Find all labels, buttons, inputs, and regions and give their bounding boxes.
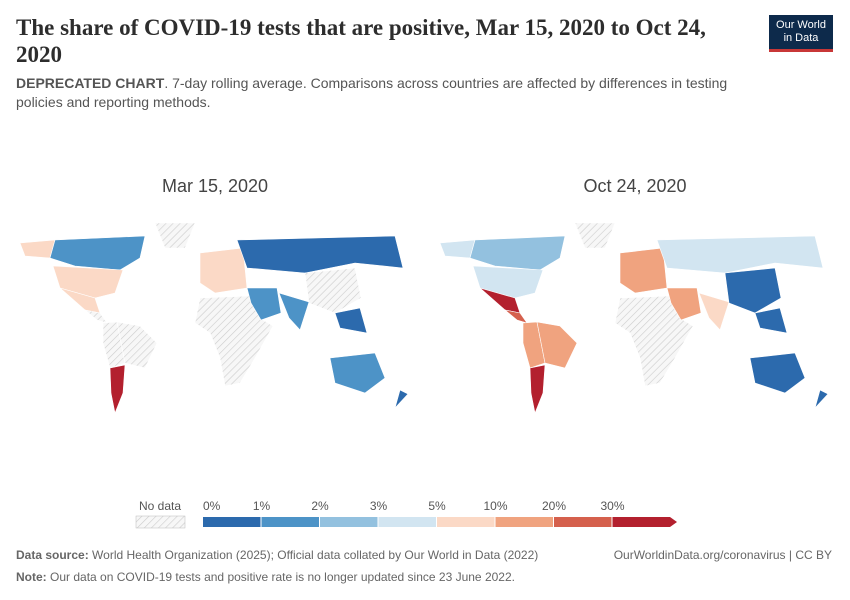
country-brazil: [536, 321, 578, 369]
legend-bin: [203, 517, 261, 527]
subtitle: DEPRECATED CHART. 7-day rolling average.…: [16, 74, 776, 112]
legend-arrow: [670, 517, 677, 527]
country-india: [698, 292, 730, 331]
country-greenland: [574, 222, 616, 249]
country-greenland: [154, 222, 196, 249]
source-label: Data source:: [16, 548, 89, 562]
legend-no-data-label: No data: [139, 499, 181, 513]
legend-label: 20%: [542, 499, 566, 513]
legend-label: 2%: [311, 499, 329, 513]
country-usa: [472, 265, 544, 299]
note-label: Note:: [16, 570, 47, 584]
country-brazil: [116, 321, 158, 369]
country-alaska: [19, 239, 56, 259]
country-seasia: [334, 307, 368, 334]
logo-line: in Data: [783, 32, 819, 44]
country-argentina: [109, 364, 126, 415]
legend-no-data: [135, 515, 186, 529]
country-canada: [49, 235, 146, 271]
legend-bin: [437, 517, 495, 527]
country-usa: [52, 265, 124, 299]
logo[interactable]: Our World in Data: [769, 15, 833, 52]
country-australia: [329, 352, 386, 394]
subtitle-text: . 7-day rolling average. Comparisons acr…: [16, 75, 728, 110]
legend-bin: [261, 517, 319, 527]
country-southwest: [522, 321, 546, 369]
legend-bin: [320, 517, 378, 527]
legend-label: 10%: [483, 499, 507, 513]
country-central: [504, 309, 528, 324]
legend-label: 1%: [253, 499, 271, 513]
legend-bin: [495, 517, 553, 527]
footer-note: Note: Our data on COVID-19 tests and pos…: [16, 570, 515, 584]
country-nz: [814, 389, 829, 409]
country-china: [724, 267, 782, 314]
country-australia: [749, 352, 806, 394]
note: Our data on COVID-19 tests and positive …: [50, 570, 515, 584]
legend-bin: [378, 517, 436, 527]
country-southwest: [102, 321, 126, 369]
country-central: [84, 309, 108, 324]
country-europe: [619, 247, 668, 294]
source: World Health Organization (2025); Offici…: [92, 548, 539, 562]
country-india: [278, 292, 310, 331]
title: The share of COVID-19 tests that are pos…: [16, 15, 706, 67]
country-argentina: [529, 364, 546, 415]
legend-label: 3%: [370, 499, 388, 513]
country-russia: [656, 235, 824, 274]
country-europe: [199, 247, 248, 294]
legend-bin: [554, 517, 612, 527]
subtitle-bold: DEPRECATED CHART: [16, 75, 165, 91]
map-title: Oct 24, 2020: [583, 176, 686, 196]
country-china: [304, 267, 362, 314]
country-mideast: [246, 287, 282, 321]
country-nz: [394, 389, 409, 409]
country-russia: [236, 235, 404, 274]
maps: Mar 15, 2020 Oct 24, 2020 No data 0% 1% 2%…: [19, 176, 829, 529]
legend-label: 0%: [203, 499, 221, 513]
country-alaska: [439, 239, 476, 259]
country-seasia: [754, 307, 788, 334]
legend-label: 5%: [428, 499, 446, 513]
logo-line: Our World: [776, 19, 826, 31]
country-canada: [469, 235, 566, 271]
footer-source: Data source: World Health Organization (…: [16, 548, 538, 562]
legend-label: 30%: [600, 499, 624, 513]
map-title: Mar 15, 2020: [162, 176, 268, 196]
legend-bin: [612, 517, 670, 527]
footer-url[interactable]: OurWorldinData.org/coronavirus | CC BY: [613, 548, 832, 562]
country-mideast: [666, 287, 702, 321]
